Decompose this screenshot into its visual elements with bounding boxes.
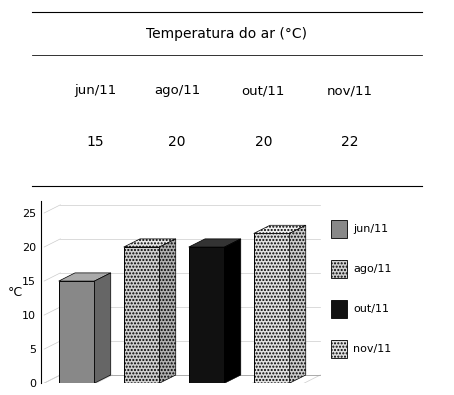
Y-axis label: °C: °C — [7, 286, 23, 299]
Polygon shape — [59, 281, 94, 383]
Polygon shape — [124, 239, 176, 247]
Polygon shape — [254, 233, 290, 383]
Polygon shape — [124, 247, 159, 383]
Bar — [331, 220, 347, 239]
Bar — [331, 300, 347, 318]
Text: 22: 22 — [341, 135, 358, 149]
Text: 20: 20 — [255, 135, 272, 149]
Text: 15: 15 — [87, 135, 104, 149]
Text: out/11: out/11 — [242, 85, 285, 97]
Text: jun/11: jun/11 — [354, 224, 389, 234]
Text: ago/11: ago/11 — [354, 264, 392, 274]
Polygon shape — [254, 225, 306, 233]
Polygon shape — [224, 239, 241, 383]
Polygon shape — [94, 273, 111, 383]
Text: nov/11: nov/11 — [354, 344, 392, 354]
Polygon shape — [189, 247, 224, 383]
Polygon shape — [189, 239, 241, 247]
Bar — [331, 340, 347, 358]
Text: jun/11: jun/11 — [74, 85, 117, 97]
Polygon shape — [290, 225, 306, 383]
Text: Temperatura do ar (°C): Temperatura do ar (°C) — [147, 26, 307, 41]
Bar — [331, 260, 347, 278]
Text: out/11: out/11 — [354, 304, 390, 314]
Text: 20: 20 — [168, 135, 186, 149]
Text: nov/11: nov/11 — [326, 85, 373, 97]
Text: ago/11: ago/11 — [154, 85, 200, 97]
Polygon shape — [159, 239, 176, 383]
Polygon shape — [59, 273, 111, 281]
